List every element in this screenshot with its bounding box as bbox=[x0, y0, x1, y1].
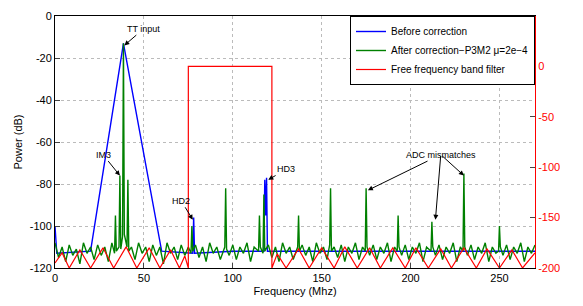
svg-text:-40: -40 bbox=[36, 94, 52, 106]
svg-text:-100: -100 bbox=[538, 161, 560, 173]
svg-text:50: 50 bbox=[138, 272, 150, 284]
svg-text:Before correction: Before correction bbox=[391, 26, 467, 37]
svg-text:-80: -80 bbox=[36, 178, 52, 190]
svg-text:-20: -20 bbox=[36, 52, 52, 64]
svg-text:Free frequency band filter: Free frequency band filter bbox=[391, 64, 506, 75]
svg-text:HD2: HD2 bbox=[172, 196, 190, 206]
svg-text:-200: -200 bbox=[538, 262, 560, 274]
svg-text:200: 200 bbox=[401, 272, 419, 284]
svg-text:0: 0 bbox=[538, 60, 544, 72]
svg-text:150: 150 bbox=[312, 272, 330, 284]
svg-text:0: 0 bbox=[52, 272, 58, 284]
svg-text:IM3: IM3 bbox=[96, 150, 111, 160]
svg-text:HD3: HD3 bbox=[277, 164, 295, 174]
svg-text:Power (dB): Power (dB) bbox=[12, 114, 24, 169]
svg-text:-100: -100 bbox=[30, 220, 52, 232]
svg-text:TT input: TT input bbox=[127, 24, 160, 34]
svg-text:-60: -60 bbox=[36, 136, 52, 148]
svg-text:0: 0 bbox=[46, 10, 52, 22]
svg-text:250: 250 bbox=[490, 272, 508, 284]
svg-text:-150: -150 bbox=[538, 211, 560, 223]
svg-text:-120: -120 bbox=[30, 262, 52, 274]
svg-text:-50: -50 bbox=[538, 111, 554, 123]
svg-text:100: 100 bbox=[224, 272, 242, 284]
svg-text:Frequency (Mhz): Frequency (Mhz) bbox=[253, 285, 336, 297]
svg-text:After correction−P3M2 μ=2e−4: After correction−P3M2 μ=2e−4 bbox=[391, 45, 528, 56]
svg-text:ADC mismatches: ADC mismatches bbox=[406, 150, 476, 160]
